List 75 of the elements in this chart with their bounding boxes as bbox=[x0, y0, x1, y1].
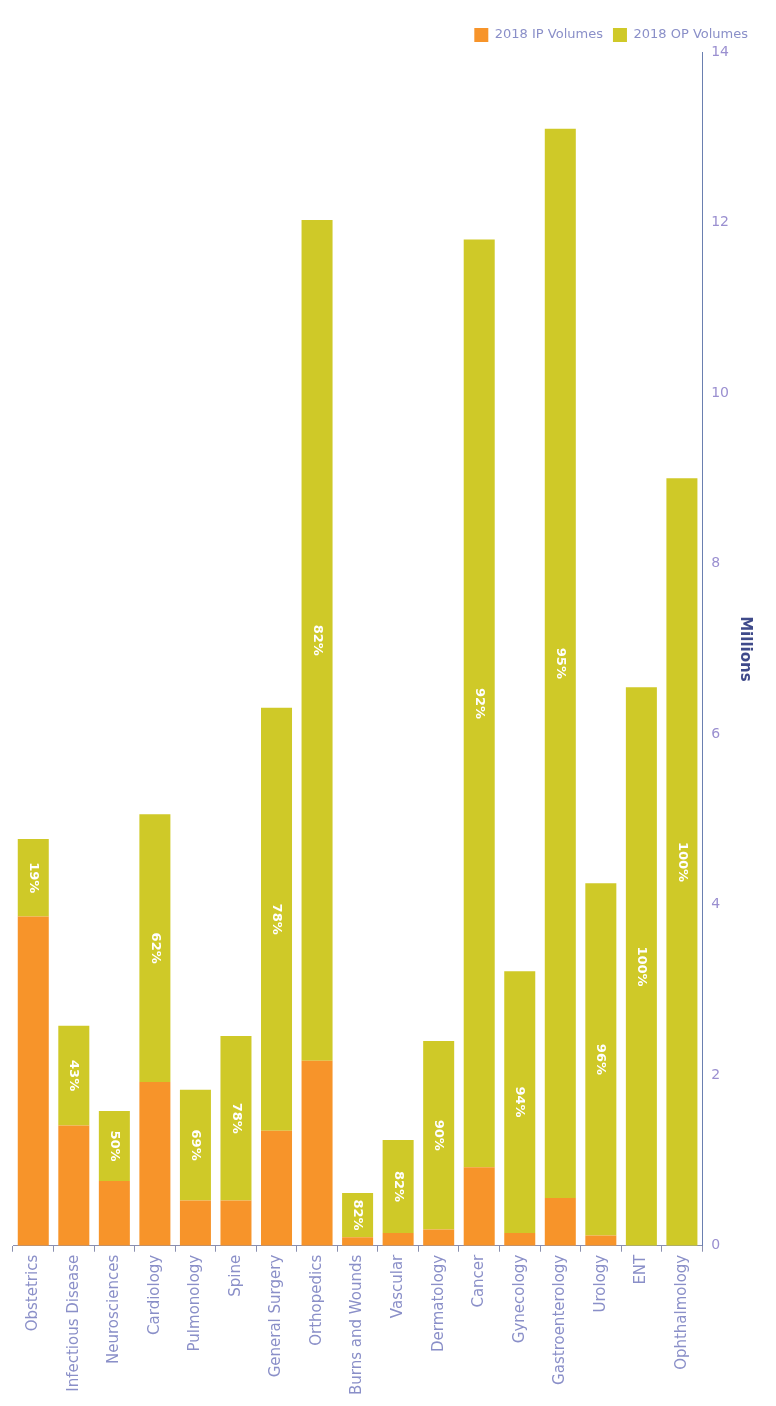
bar bbox=[220, 1035, 252, 1201]
annotation: 100% bbox=[635, 946, 650, 987]
bar bbox=[261, 1130, 293, 1246]
bar bbox=[463, 1167, 495, 1246]
x-tick-label: Cardiology bbox=[144, 1254, 163, 1335]
bar bbox=[58, 1125, 90, 1246]
x-tick-label: Cancer bbox=[469, 1253, 488, 1308]
annotation: 95% bbox=[553, 647, 569, 679]
annotation: 82% bbox=[351, 1199, 367, 1231]
legend-label: 2018 IP Volumes bbox=[494, 26, 604, 42]
y-tick-label: 14 bbox=[711, 42, 730, 59]
bar bbox=[220, 1200, 252, 1246]
x-tick-label: Vascular bbox=[388, 1253, 407, 1319]
annotation: 19% bbox=[26, 862, 42, 894]
bar bbox=[17, 916, 49, 1246]
annotation: 43% bbox=[67, 1060, 83, 1092]
x-tick-label: Spine bbox=[225, 1254, 244, 1297]
bar bbox=[98, 1180, 130, 1246]
bar bbox=[342, 1237, 374, 1246]
annotation: 92% bbox=[472, 687, 488, 719]
annotation: 78% bbox=[270, 903, 286, 935]
bar bbox=[301, 1060, 333, 1246]
x-tick-label: Ophthalmology bbox=[671, 1254, 690, 1370]
y-tick-label: 12 bbox=[711, 213, 730, 230]
annotation: 82% bbox=[310, 624, 326, 656]
bar bbox=[261, 707, 293, 1131]
x-tick-label: Gynecology bbox=[509, 1254, 528, 1344]
y-tick-label: 8 bbox=[711, 554, 721, 571]
bar bbox=[382, 1232, 414, 1246]
y-tick-label: 10 bbox=[711, 383, 730, 400]
bar bbox=[301, 219, 333, 1061]
annotation: 100% bbox=[675, 841, 691, 883]
x-tick-label: Pulmonology bbox=[185, 1254, 204, 1352]
x-tick-label: ENT bbox=[631, 1253, 650, 1285]
annotation: 62% bbox=[148, 932, 164, 964]
bar bbox=[139, 814, 171, 1083]
bar bbox=[666, 478, 698, 1246]
annotation: 90% bbox=[432, 1119, 448, 1151]
bar bbox=[17, 839, 49, 917]
x-tick-label: Orthopedics bbox=[306, 1254, 325, 1346]
y-tick-label: 6 bbox=[711, 724, 721, 741]
legend-label: 2018 OP Volumes bbox=[633, 26, 749, 42]
bar bbox=[585, 883, 617, 1236]
bar bbox=[382, 1140, 414, 1233]
x-tick-label: Infectious Disease bbox=[63, 1254, 82, 1392]
x-tick-label: Burns and Wounds bbox=[347, 1254, 366, 1396]
x-tick-label: Neurosciences bbox=[104, 1254, 123, 1364]
annotation: 69% bbox=[189, 1129, 205, 1161]
annotation: 94% bbox=[513, 1086, 529, 1118]
annotation: 78% bbox=[229, 1102, 245, 1134]
x-tick-label: Urology bbox=[590, 1254, 609, 1313]
bar bbox=[58, 1025, 90, 1126]
bar bbox=[544, 128, 576, 1198]
annotation: 82% bbox=[391, 1170, 407, 1203]
y-tick-label: 0 bbox=[711, 1236, 721, 1253]
bar bbox=[504, 1232, 536, 1246]
bar bbox=[179, 1200, 211, 1246]
bar bbox=[423, 1041, 455, 1230]
annotation: 96% bbox=[594, 1043, 610, 1075]
bar bbox=[544, 1197, 576, 1246]
y-axis-title: Millions bbox=[737, 616, 756, 682]
y-tick-label: 2 bbox=[711, 1065, 721, 1082]
bar bbox=[98, 1111, 130, 1181]
x-tick-label: Dermatology bbox=[428, 1254, 447, 1353]
annotation: 50% bbox=[107, 1130, 123, 1162]
y-tick-label: 4 bbox=[711, 895, 721, 912]
bar bbox=[423, 1229, 455, 1246]
x-tick-label: Gastroenterology bbox=[550, 1254, 569, 1385]
bar bbox=[463, 239, 495, 1168]
bar bbox=[179, 1089, 211, 1201]
bar bbox=[139, 1082, 171, 1246]
x-tick-label: Obstetrics bbox=[23, 1254, 42, 1332]
bar bbox=[504, 971, 536, 1233]
bar bbox=[625, 687, 657, 1246]
x-tick-label: General Surgery bbox=[266, 1254, 285, 1378]
